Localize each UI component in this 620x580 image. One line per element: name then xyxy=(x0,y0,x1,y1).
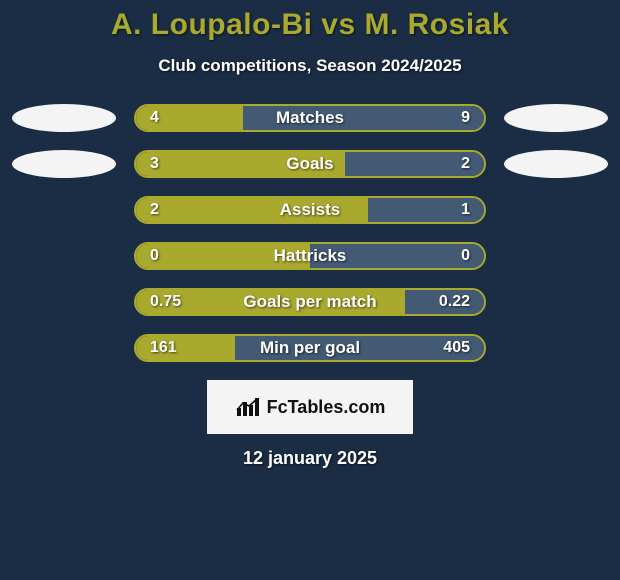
spacer xyxy=(12,196,116,224)
stat-label: Assists xyxy=(136,200,484,220)
spacer xyxy=(504,242,608,270)
player-left-ellipse xyxy=(12,104,116,132)
spacer xyxy=(504,196,608,224)
stat-bar: 161405Min per goal xyxy=(134,334,486,362)
stat-row: 161405Min per goal xyxy=(0,334,620,362)
page-subtitle: Club competitions, Season 2024/2025 xyxy=(158,56,461,76)
stat-label: Goals per match xyxy=(136,292,484,312)
stat-label: Goals xyxy=(136,154,484,174)
brand-chart-icon xyxy=(235,396,261,418)
comparison-infographic: A. Loupalo-Bi vs M. Rosiak Club competit… xyxy=(0,0,620,580)
stat-label: Hattricks xyxy=(136,246,484,266)
stat-bar: 21Assists xyxy=(134,196,486,224)
stat-bar: 00Hattricks xyxy=(134,242,486,270)
stat-row: 49Matches xyxy=(0,104,620,132)
spacer xyxy=(504,334,608,362)
spacer xyxy=(12,334,116,362)
stat-bar: 49Matches xyxy=(134,104,486,132)
stat-row: 32Goals xyxy=(0,150,620,178)
stat-row: 21Assists xyxy=(0,196,620,224)
player-left-ellipse xyxy=(12,150,116,178)
stat-label: Min per goal xyxy=(136,338,484,358)
page-title: A. Loupalo-Bi vs M. Rosiak xyxy=(111,8,509,42)
stat-rows: 49Matches 32Goals 21Assists 00Hattricks 0.75… xyxy=(0,104,620,362)
brand-badge: FcTables.com xyxy=(207,380,413,434)
player-right-ellipse xyxy=(504,150,608,178)
spacer xyxy=(504,288,608,316)
player-right-ellipse xyxy=(504,104,608,132)
spacer xyxy=(12,242,116,270)
stat-row: 00Hattricks xyxy=(0,242,620,270)
brand-text: FcTables.com xyxy=(267,397,386,418)
stat-bar: 32Goals xyxy=(134,150,486,178)
stat-label: Matches xyxy=(136,108,484,128)
stat-row: 0.750.22Goals per match xyxy=(0,288,620,316)
stat-bar: 0.750.22Goals per match xyxy=(134,288,486,316)
infographic-date: 12 january 2025 xyxy=(243,448,377,469)
spacer xyxy=(12,288,116,316)
